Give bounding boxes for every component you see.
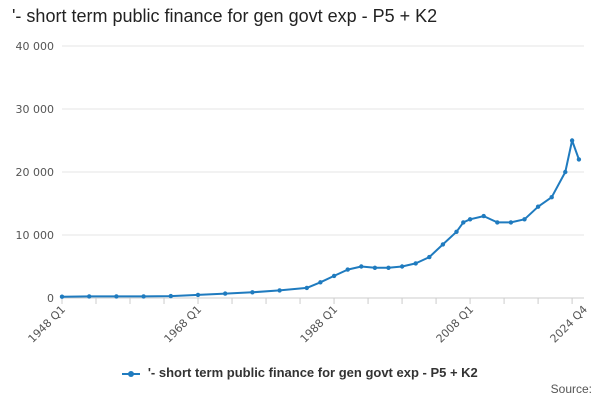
data-point[interactable] <box>467 217 473 222</box>
source-label: Source: <box>550 382 592 396</box>
data-point[interactable] <box>413 261 418 266</box>
data-point[interactable] <box>345 267 350 272</box>
data-point[interactable] <box>440 242 446 247</box>
data-point[interactable] <box>569 138 575 143</box>
x-tick-label: 2024 Q4 <box>548 303 591 346</box>
data-point[interactable] <box>508 220 514 225</box>
series-line <box>61 139 580 298</box>
grid-lines <box>62 45 584 236</box>
data-point[interactable] <box>372 265 378 270</box>
data-point[interactable] <box>549 195 554 200</box>
x-tick-label: 2008 Q1 <box>434 303 477 346</box>
data-point[interactable] <box>399 264 405 269</box>
x-tick-label: 1988 Q1 <box>298 303 341 346</box>
data-point[interactable] <box>495 220 500 225</box>
data-point[interactable] <box>481 213 486 219</box>
data-point[interactable] <box>535 204 541 209</box>
data-point[interactable] <box>277 288 282 293</box>
data-point[interactable] <box>87 294 92 299</box>
data-point[interactable] <box>141 294 146 299</box>
y-tick-label: 10 000 <box>16 229 55 242</box>
data-point[interactable] <box>195 292 201 298</box>
data-point[interactable] <box>223 291 228 296</box>
data-point[interactable] <box>386 265 391 270</box>
x-tick-label: 1968 Q1 <box>162 303 205 346</box>
data-point[interactable] <box>318 280 323 285</box>
data-point[interactable] <box>522 217 527 222</box>
legend-line-icon <box>122 370 141 377</box>
y-axis-ticks: 0 10 000 20 000 30 000 40 000 <box>16 40 55 305</box>
y-tick-label: 0 <box>47 292 54 305</box>
data-point[interactable] <box>454 229 459 234</box>
data-point[interactable] <box>114 294 119 299</box>
data-point[interactable] <box>304 285 309 291</box>
data-point[interactable] <box>563 169 568 175</box>
data-point[interactable] <box>59 294 65 299</box>
chart-title: '- short term public finance for gen gov… <box>12 6 438 26</box>
y-tick-label: 30 000 <box>16 103 55 116</box>
legend[interactable]: '- short term public finance for gen gov… <box>0 365 600 380</box>
data-point[interactable] <box>250 290 255 295</box>
data-point[interactable] <box>168 293 173 299</box>
data-point[interactable] <box>331 273 337 279</box>
x-axis-ticks: 1948 Q1 1968 Q1 1988 Q1 2008 Q1 2024 Q4 <box>26 298 591 346</box>
legend-label: '- short term public finance for gen gov… <box>147 365 478 380</box>
series-layer <box>59 138 582 299</box>
data-point[interactable] <box>576 157 582 162</box>
y-tick-label: 20 000 <box>16 166 55 179</box>
data-point[interactable] <box>359 264 364 269</box>
data-point[interactable] <box>461 220 466 225</box>
y-tick-label: 40 000 <box>16 40 55 53</box>
x-tick-label: 1948 Q1 <box>26 303 69 346</box>
data-point[interactable] <box>427 254 432 260</box>
